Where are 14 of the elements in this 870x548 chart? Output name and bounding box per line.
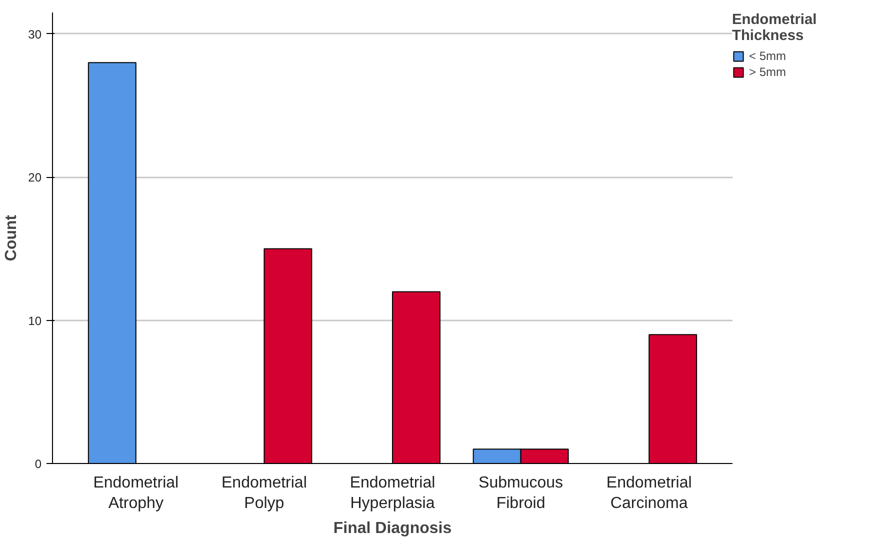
y-tick-label: 30 [28,27,42,42]
x-tick-label: Endometrial Polyp [222,474,307,512]
legend-label: < 5mm [749,49,786,63]
y-tick-label: 20 [28,170,42,185]
x-tick-label: Endometrial Atrophy [93,474,179,512]
x-tick-label: Submucous Fibroid [478,474,564,512]
x-tick-label: Endometrial Carcinoma [606,474,692,512]
x-tick-label: Endometrial Hyperplasia [350,474,436,512]
legend-label: > 5mm [749,65,786,79]
y-tick-label: 0 [34,457,42,471]
x-axis-title: Final Diagnosis [333,520,452,537]
legend-title: Endometrial Thickness [732,12,817,44]
y-axis-title: Count [3,214,20,262]
y-tick-label: 10 [28,314,42,328]
